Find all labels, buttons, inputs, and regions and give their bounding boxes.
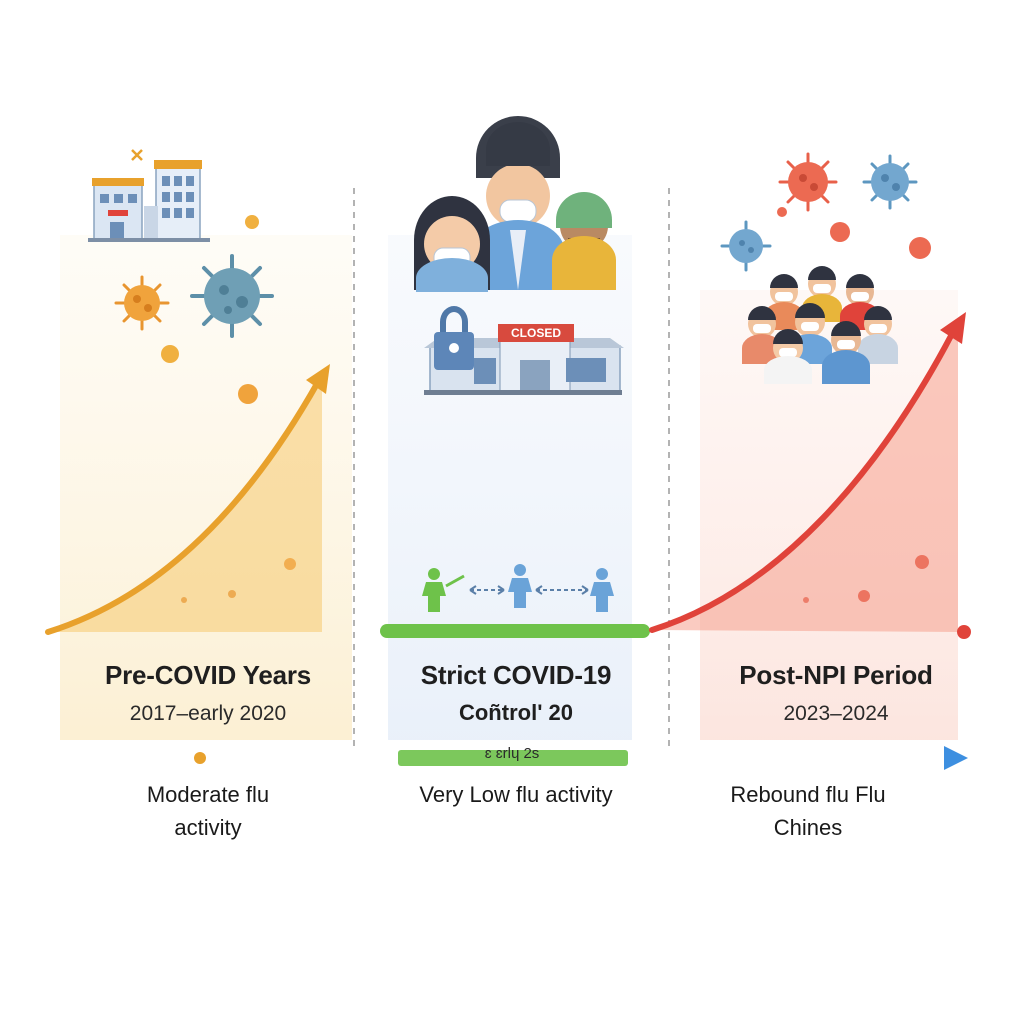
strict-covid-dates: Coñtrolʹ 20 <box>458 700 574 725</box>
masked-people-icon <box>414 116 616 292</box>
closed-sign: CLOSED <box>510 326 561 340</box>
post-npi-title: Post-NPI Period <box>739 660 933 690</box>
post-npi-trend-line <box>649 331 955 633</box>
distancing-people-icon <box>422 564 614 612</box>
virus-icon <box>720 152 931 603</box>
pre-covid-flu-level: Moderate flu activity <box>146 782 270 840</box>
masked-crowd-icon <box>742 266 898 384</box>
post-npi-arrowhead <box>940 312 966 344</box>
strict-dates-extra: ɛ ɛrlɥ 2s <box>485 745 540 762</box>
pre-covid-trend-line <box>45 379 321 635</box>
strict-covid-panel <box>388 235 632 740</box>
pre-covid-title: Pre-COVID Years <box>104 660 312 690</box>
closed-lock-icon <box>424 306 624 395</box>
post-npi-flu-level: Rebound flu Flu Chines <box>730 782 886 840</box>
building-icon <box>88 149 210 242</box>
strict-covid-flu-level: Very Low flu activity <box>419 782 613 807</box>
virus-icon <box>114 215 296 603</box>
timeline-strict-segment <box>398 750 628 766</box>
timeline-start-marker <box>194 752 206 764</box>
post-npi-dates: 2023–2024 <box>783 702 889 725</box>
timeline-arrowhead <box>944 746 968 770</box>
pre-covid-area <box>48 378 322 632</box>
low-activity-band <box>380 624 650 638</box>
pre-covid-arrowhead <box>306 364 330 394</box>
strict-covid-title: Strict COVID-19 <box>420 660 612 690</box>
post-npi-area <box>652 330 958 632</box>
baseline-end-dot <box>957 625 971 639</box>
pre-covid-dates: 2017–early 2020 <box>129 702 287 725</box>
